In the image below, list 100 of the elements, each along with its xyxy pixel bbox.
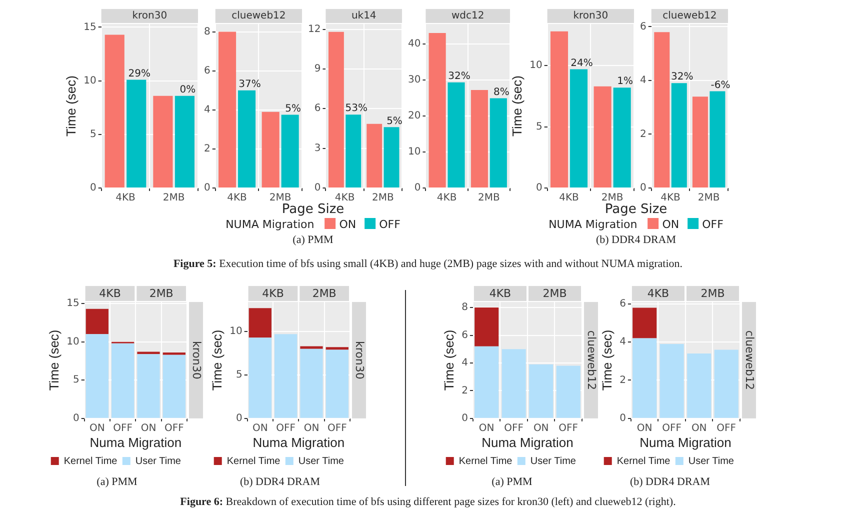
- legend-label: Kernel Time: [458, 456, 513, 467]
- x-tick-label: OFF: [327, 422, 348, 434]
- text: (b) DDR4 DRAM: [240, 476, 320, 488]
- y-axis-title: Time (sec): [509, 76, 524, 136]
- y-tick-label: 0: [90, 182, 96, 194]
- x-tick-label: ON: [304, 422, 320, 434]
- text: 4KB: [99, 286, 121, 300]
- text: (b) DDR4 DRAM: [596, 234, 676, 246]
- legend-label: User Time: [530, 456, 576, 467]
- bar: [550, 31, 568, 188]
- annotation: 8%: [493, 86, 510, 98]
- y-tick-label: 10: [66, 336, 80, 348]
- x-tick-label: 4KB: [559, 192, 580, 204]
- x-tick-label: OFF: [113, 422, 133, 434]
- x-tick-label: 2MB: [478, 192, 500, 204]
- text: clueweb12: [743, 330, 756, 390]
- y-tick-label: 10: [530, 60, 542, 72]
- bar: [470, 90, 488, 188]
- legend-label: ON: [662, 218, 680, 231]
- x-axis-title: Numa Migration: [90, 434, 182, 450]
- y-tick-label: 4: [462, 358, 468, 369]
- legend-label: Kernel Time: [64, 456, 118, 467]
- y-tick-label: 0: [72, 412, 80, 424]
- y-tick-label: 10: [84, 75, 96, 86]
- x-tick-label: 2MB: [698, 192, 720, 204]
- y-tick-label: 0: [236, 412, 242, 424]
- x-tick-label: ON: [533, 422, 549, 434]
- y-tick-label: 6: [462, 330, 468, 341]
- text: 4KB: [647, 286, 670, 300]
- x-tick-label: 2MB: [269, 192, 292, 204]
- x-tick-label: ON: [140, 422, 156, 434]
- bar: [86, 308, 108, 334]
- x-tick-label: ON: [89, 422, 105, 434]
- text: 2MB: [149, 286, 174, 300]
- bar: [529, 364, 554, 418]
- y-tick-label: 4: [620, 336, 626, 348]
- bar: [570, 69, 588, 188]
- bar: [162, 354, 186, 418]
- annotation: 53%: [345, 103, 368, 114]
- y-tick-label: 8: [204, 26, 210, 38]
- bar: [660, 344, 684, 418]
- bar: [281, 114, 299, 188]
- y-tick-label: 3: [314, 142, 321, 154]
- bar: [238, 90, 256, 188]
- x-axis-title: Numa Migration: [252, 434, 345, 450]
- bar: [366, 124, 382, 188]
- legend-label: Kernel Time: [616, 456, 671, 467]
- text: 2MB: [542, 286, 567, 300]
- y-tick-label: 4: [204, 104, 210, 116]
- bar: [502, 349, 526, 418]
- y-tick-label: 40: [408, 38, 421, 50]
- bar: [262, 112, 280, 188]
- y-tick-label: 30: [408, 74, 421, 86]
- bar: [474, 308, 499, 346]
- x-axis-title: Page Size: [604, 202, 668, 217]
- y-axis-title: Time (sec): [63, 76, 78, 136]
- y-tick-label: 2: [640, 128, 646, 140]
- bar: [126, 80, 146, 188]
- text: 4KB: [489, 286, 512, 300]
- bar: [248, 308, 272, 338]
- x-tick-label: ON: [691, 422, 707, 434]
- bar: [474, 346, 499, 418]
- x-tick-label: 2MB: [372, 192, 394, 204]
- x-tick-label: OFF: [164, 422, 184, 434]
- annotation: 0%: [180, 84, 196, 96]
- bar: [490, 98, 507, 188]
- annotation: 29%: [128, 68, 150, 80]
- bar: [326, 347, 348, 350]
- bar: [112, 343, 134, 418]
- chart-title: kron30: [573, 10, 608, 22]
- bar: [300, 348, 323, 418]
- y-tick-label: 0: [314, 182, 321, 194]
- legend-label: OFF: [379, 218, 400, 231]
- legend-label: ON: [339, 218, 356, 231]
- y-axis-title: Time (sec): [209, 330, 224, 391]
- bar: [613, 88, 631, 188]
- x-axis-title: Numa Migration: [640, 434, 732, 450]
- y-axis-title: Time (sec): [441, 330, 456, 391]
- y-tick-label: 0: [462, 412, 468, 424]
- bar: [428, 33, 446, 188]
- x-tick-label: 4KB: [436, 192, 457, 204]
- y-tick-label: 2: [620, 374, 626, 386]
- legend-label: User Time: [298, 456, 344, 467]
- bar: [448, 82, 465, 188]
- caption: Figure 5: Execution time of bfs using small (4KB) and huge (2MB) page sizes with and without NUMA migration.: [173, 258, 683, 270]
- text: 2MB: [312, 286, 336, 300]
- bar: [346, 114, 362, 188]
- y-tick-label: 6: [314, 103, 321, 114]
- x-tick-label: 2MB: [162, 192, 185, 204]
- x-axis-title: Page Size: [282, 202, 344, 217]
- y-tick-label: 0: [536, 182, 542, 194]
- y-tick-label: 10: [230, 326, 242, 338]
- bar: [710, 91, 726, 188]
- text: (b) DDR4 DRAM: [630, 476, 710, 488]
- y-tick-label: 6: [204, 65, 210, 76]
- bar: [687, 354, 712, 418]
- bar: [632, 308, 657, 338]
- annotation: 5%: [386, 116, 402, 127]
- x-tick-label: OFF: [276, 422, 296, 434]
- y-tick-label: 5: [72, 374, 80, 386]
